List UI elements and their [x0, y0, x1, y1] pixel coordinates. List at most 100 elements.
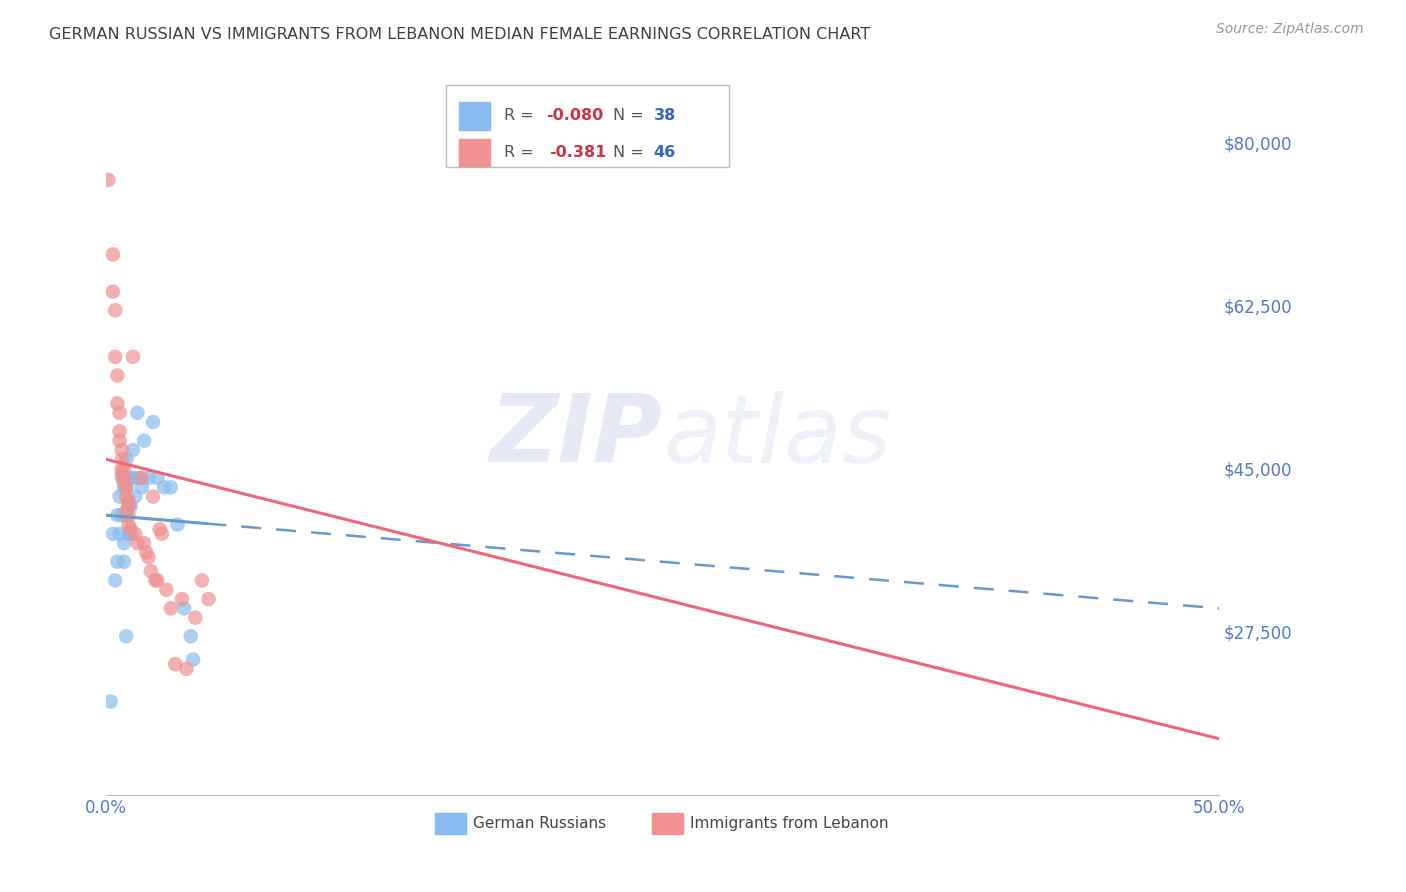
- Point: [159, 480, 181, 494]
- Point: [150, 526, 173, 541]
- Point: [108, 526, 131, 541]
- Point: [111, 442, 134, 457]
- Point: [124, 526, 146, 541]
- Point: [191, 574, 214, 588]
- Text: N =: N =: [613, 145, 648, 160]
- Point: [97, 173, 120, 187]
- Text: atlas: atlas: [662, 391, 891, 482]
- Point: [104, 350, 127, 364]
- Point: [105, 508, 128, 523]
- Point: [180, 629, 202, 643]
- Point: [135, 545, 157, 559]
- Point: [112, 480, 135, 494]
- Point: [166, 517, 188, 532]
- Point: [115, 629, 138, 643]
- Point: [108, 490, 131, 504]
- Text: Immigrants from Lebanon: Immigrants from Lebanon: [690, 816, 889, 830]
- Text: -0.381: -0.381: [550, 145, 606, 160]
- Y-axis label: Median Female Earnings: Median Female Earnings: [0, 343, 7, 530]
- Point: [142, 415, 165, 429]
- Point: [117, 508, 139, 523]
- Point: [115, 452, 138, 467]
- Point: [197, 592, 219, 607]
- Point: [127, 406, 149, 420]
- Text: -0.080: -0.080: [546, 109, 603, 123]
- FancyBboxPatch shape: [446, 85, 730, 167]
- Text: GERMAN RUSSIAN VS IMMIGRANTS FROM LEBANON MEDIAN FEMALE EARNINGS CORRELATION CHA: GERMAN RUSSIAN VS IMMIGRANTS FROM LEBANO…: [49, 27, 870, 42]
- Point: [127, 536, 149, 550]
- Text: N =: N =: [613, 109, 648, 123]
- Point: [108, 434, 131, 448]
- Point: [153, 480, 176, 494]
- Point: [112, 471, 135, 485]
- Point: [105, 555, 128, 569]
- Point: [101, 285, 124, 299]
- Text: R =: R =: [503, 145, 544, 160]
- Point: [138, 471, 160, 485]
- Point: [112, 555, 135, 569]
- Point: [184, 610, 207, 624]
- Point: [173, 601, 195, 615]
- Point: [108, 406, 131, 420]
- Point: [105, 396, 128, 410]
- Point: [128, 471, 150, 485]
- Point: [159, 601, 181, 615]
- Bar: [458, 103, 491, 129]
- Point: [117, 499, 139, 513]
- Point: [117, 471, 139, 485]
- Point: [122, 350, 145, 364]
- Point: [122, 442, 145, 457]
- Point: [104, 303, 127, 318]
- Point: [101, 247, 124, 261]
- Point: [155, 582, 177, 597]
- Point: [115, 503, 138, 517]
- Bar: [458, 138, 491, 166]
- Point: [112, 461, 135, 475]
- Point: [108, 425, 131, 439]
- Point: [124, 490, 146, 504]
- Point: [111, 467, 134, 481]
- Point: [132, 434, 155, 448]
- Point: [176, 662, 198, 676]
- Text: R =: R =: [503, 109, 538, 123]
- Point: [111, 471, 134, 485]
- Point: [142, 490, 165, 504]
- Point: [139, 564, 162, 578]
- Point: [117, 526, 139, 541]
- Point: [115, 480, 138, 494]
- Text: 38: 38: [654, 109, 676, 123]
- Point: [120, 471, 142, 485]
- Point: [111, 452, 134, 467]
- Point: [112, 536, 135, 550]
- Text: Source: ZipAtlas.com: Source: ZipAtlas.com: [1216, 22, 1364, 37]
- Point: [104, 574, 127, 588]
- Point: [132, 536, 155, 550]
- Point: [131, 471, 153, 485]
- Text: ZIP: ZIP: [489, 390, 662, 482]
- Point: [165, 657, 187, 672]
- Text: 46: 46: [654, 145, 676, 160]
- Point: [146, 574, 169, 588]
- Point: [101, 526, 124, 541]
- Point: [120, 499, 142, 513]
- Text: German Russians: German Russians: [474, 816, 606, 830]
- Point: [143, 574, 166, 588]
- Point: [149, 522, 172, 536]
- Point: [115, 480, 138, 494]
- Point: [117, 494, 139, 508]
- Point: [100, 694, 122, 708]
- Bar: [434, 813, 465, 834]
- Bar: [651, 813, 683, 834]
- Point: [111, 461, 134, 475]
- Point: [112, 475, 135, 490]
- Point: [170, 592, 193, 607]
- Point: [181, 652, 204, 666]
- Point: [115, 508, 138, 523]
- Point: [124, 471, 146, 485]
- Point: [120, 522, 142, 536]
- Point: [146, 471, 169, 485]
- Point: [111, 508, 134, 523]
- Point: [131, 480, 153, 494]
- Point: [105, 368, 128, 383]
- Point: [117, 517, 139, 532]
